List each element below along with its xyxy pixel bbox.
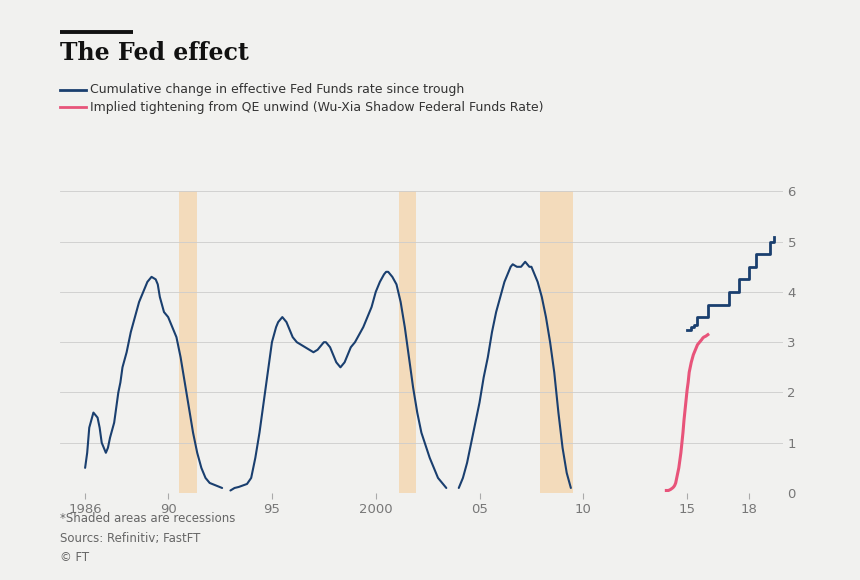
Text: © FT: © FT [60, 552, 89, 564]
Bar [540, 191, 573, 493]
Text: *Shaded areas are recessions: *Shaded areas are recessions [60, 512, 236, 525]
Text: Sourcs: Refinitiv; FastFT: Sourcs: Refinitiv; FastFT [60, 532, 200, 545]
Bar [179, 191, 197, 493]
Text: Cumulative change in effective Fed Funds rate since trough: Cumulative change in effective Fed Funds… [90, 84, 464, 96]
Text: Implied tightening from QE unwind (Wu-Xia Shadow Federal Funds Rate): Implied tightening from QE unwind (Wu-Xi… [90, 101, 544, 114]
Bar [398, 191, 416, 493]
Text: The Fed effect: The Fed effect [60, 41, 249, 64]
